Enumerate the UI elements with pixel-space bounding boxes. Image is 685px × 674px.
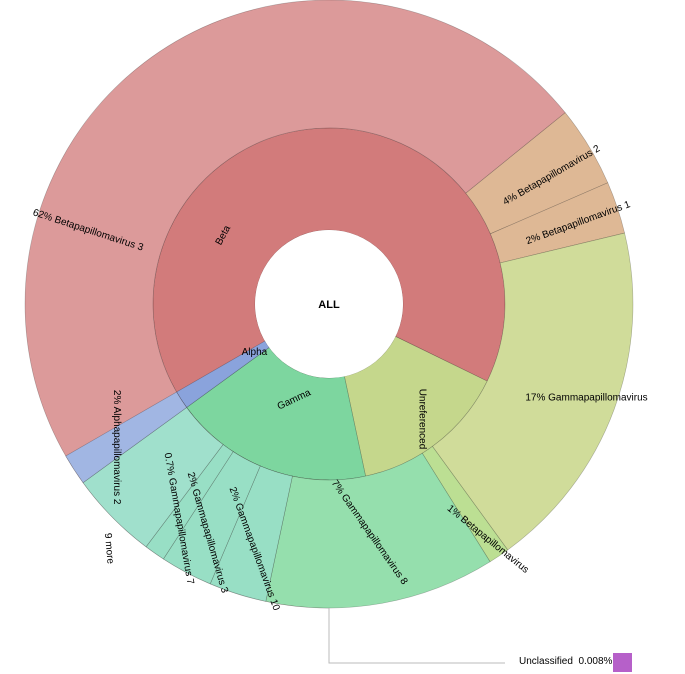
label-gammapapillomavirus: 17% Gammapapillomavirus bbox=[525, 392, 647, 403]
segment-betapapillomavirus-2[interactable] bbox=[465, 112, 609, 235]
root-label: ALL bbox=[318, 299, 340, 311]
segment-betapapillomavirus[interactable] bbox=[421, 445, 509, 563]
label-9-more: 9 more bbox=[102, 533, 116, 565]
label-unreferenced: Unreferenced bbox=[416, 389, 427, 450]
segment-gammapapillomavirus-8[interactable] bbox=[265, 452, 491, 609]
segment-gammapapillomavirus-3[interactable] bbox=[163, 451, 261, 585]
unclassified-label: Unclassified 0.008% bbox=[519, 656, 613, 667]
segment-9-more[interactable] bbox=[82, 407, 224, 548]
unclassified-swatch[interactable] bbox=[613, 653, 632, 672]
segment-alphapapillomavirus-2[interactable] bbox=[65, 391, 188, 484]
segment-gammapapillomavirus[interactable] bbox=[432, 232, 634, 551]
segment-gammapapillomavirus-7[interactable] bbox=[145, 444, 234, 560]
label-alpha: Alpha bbox=[242, 347, 268, 358]
center-hole bbox=[255, 230, 403, 378]
unclassified-leader-line bbox=[328, 608, 505, 664]
label-alphapapillomavirus-2: 2% Alphapapillomavirus 2 bbox=[111, 390, 122, 505]
